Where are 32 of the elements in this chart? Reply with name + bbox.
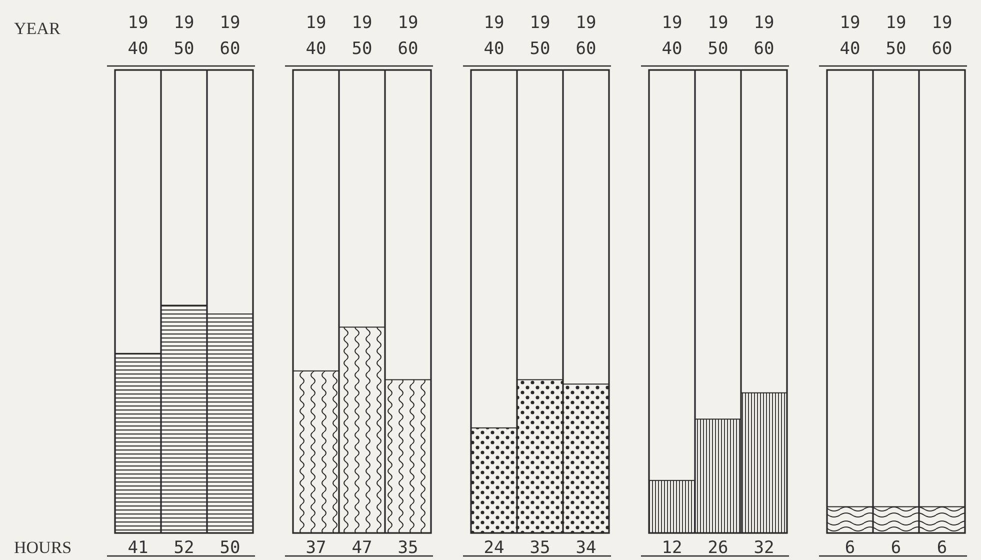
- data-label: 6: [844, 538, 856, 558]
- data-label: 26: [708, 538, 728, 558]
- text: YEAR: [14, 19, 61, 38]
- x-tick-label: 1950: [708, 13, 728, 59]
- data-label: 52: [174, 538, 194, 558]
- data-label: 41: [128, 538, 148, 558]
- data-label: 6: [890, 538, 902, 558]
- x-tick-label: 1940: [662, 13, 682, 59]
- data-label: 47: [352, 538, 372, 558]
- x-tick-label: 1950: [530, 13, 550, 59]
- data-label: 32: [754, 538, 774, 558]
- text: HOURS: [14, 538, 72, 557]
- x-tick-label: 1960: [398, 13, 418, 59]
- data-label: 34: [576, 538, 596, 558]
- x-tick-label: 1940: [484, 13, 504, 59]
- x-tick-label: 1950: [352, 13, 372, 59]
- x-tick-label: 1960: [576, 13, 596, 59]
- data-label: 37: [306, 538, 326, 558]
- x-tick-label: 1950: [174, 13, 194, 59]
- x-tick-label: 1960: [220, 13, 240, 59]
- x-tick-label: 1940: [128, 13, 148, 59]
- x-tick-label: 1940: [306, 13, 326, 59]
- x-tick-label: 1960: [932, 13, 952, 59]
- data-label: 6: [936, 538, 948, 558]
- data-label: 35: [530, 538, 550, 558]
- x-tick-label: 1960: [754, 13, 774, 59]
- x-tick-label: 1940: [840, 13, 860, 59]
- data-label: 50: [220, 538, 240, 558]
- x-tick-label: 1950: [886, 13, 906, 59]
- data-label: 12: [662, 538, 682, 558]
- data-label: 24: [484, 538, 504, 558]
- data-label: 35: [398, 538, 418, 558]
